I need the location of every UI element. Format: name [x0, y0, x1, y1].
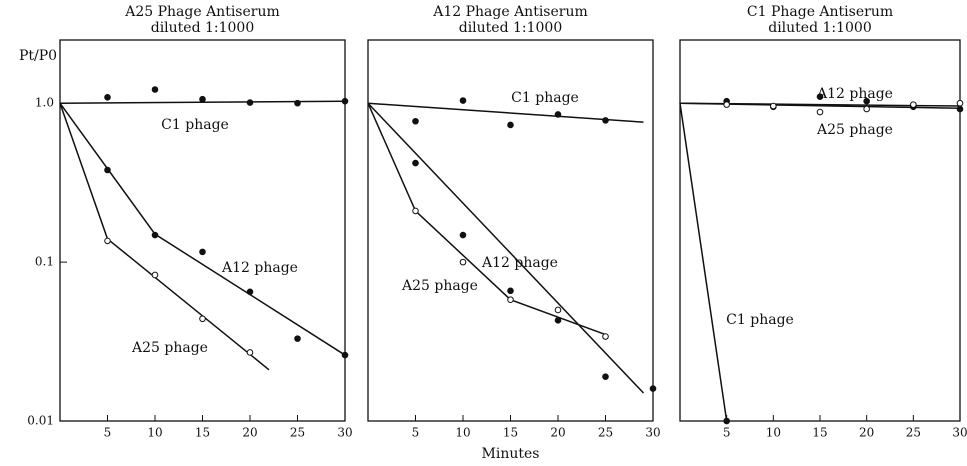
- panel-title: A25 Phage Antiserum: [124, 4, 280, 20]
- x-axis-label: Minutes: [482, 446, 540, 462]
- data-point: [507, 121, 514, 129]
- data-point: [816, 93, 824, 100]
- x-tick-label: 25: [598, 426, 613, 440]
- data-point: [910, 101, 917, 108]
- data-point: [151, 86, 159, 93]
- panel-subtitle: diluted 1:1000: [768, 20, 872, 36]
- data-point: [412, 117, 419, 125]
- data-point: [956, 99, 964, 107]
- x-tick-label: 30: [952, 426, 967, 440]
- data-point: [294, 335, 301, 342]
- data-point: [723, 101, 730, 108]
- fit-line: [367, 102, 645, 394]
- y-tick-label: 1.0: [35, 96, 54, 110]
- series-label: A12 phage: [816, 86, 893, 102]
- data-point: [199, 315, 206, 323]
- fit-line: [59, 102, 270, 371]
- data-point: [341, 97, 349, 105]
- data-point: [459, 258, 467, 266]
- x-tick-label: 25: [906, 426, 921, 440]
- data-point: [770, 102, 777, 110]
- y-axis-label: Pt/P0: [19, 48, 57, 64]
- x-tick-label: 20: [550, 426, 565, 440]
- data-point: [863, 105, 870, 113]
- data-point: [199, 95, 206, 103]
- data-point: [341, 351, 349, 359]
- x-tick-label: 25: [290, 426, 305, 440]
- data-point: [246, 349, 254, 356]
- fit-line: [679, 103, 728, 422]
- data-point: [459, 231, 467, 239]
- data-point: [246, 99, 254, 106]
- series-label: A12 phage: [481, 255, 558, 271]
- data-point: [412, 207, 419, 215]
- data-point: [151, 231, 159, 239]
- x-tick-label: 5: [104, 426, 112, 440]
- data-point: [294, 99, 301, 107]
- series-label: A25 phage: [131, 340, 208, 356]
- series-label: A25 phage: [401, 278, 478, 294]
- series-label: A25 phage: [816, 122, 893, 138]
- x-tick-label: 10: [766, 426, 781, 440]
- x-tick-label: 10: [147, 426, 162, 440]
- data-point: [459, 97, 467, 104]
- y-tick-label: 0.01: [27, 414, 54, 428]
- data-point: [602, 117, 609, 124]
- data-point: [104, 93, 111, 101]
- data-point: [723, 417, 730, 425]
- data-point: [554, 111, 562, 118]
- data-point: [816, 108, 824, 116]
- data-point: [104, 237, 111, 245]
- panel-title: A12 Phage Antiserum: [432, 4, 588, 20]
- series-label: A12 phage: [221, 260, 298, 276]
- x-tick-label: 15: [195, 426, 210, 440]
- series-label: C1 phage: [511, 90, 579, 106]
- x-tick-label: 15: [503, 426, 518, 440]
- data-point: [199, 248, 206, 256]
- data-point: [863, 97, 870, 105]
- data-point: [104, 166, 111, 174]
- data-point: [412, 159, 419, 167]
- x-tick-label: 20: [242, 426, 257, 440]
- fit-line: [367, 102, 644, 123]
- data-point: [554, 306, 562, 314]
- panel-subtitle: diluted 1:1000: [151, 20, 255, 36]
- data-point: [151, 271, 159, 279]
- data-point: [507, 296, 514, 304]
- x-tick-label: 10: [455, 426, 470, 440]
- data-point: [602, 373, 609, 381]
- y-tick-label: 0.1: [35, 255, 54, 269]
- series-label: C1 phage: [161, 117, 229, 133]
- data-point: [956, 105, 964, 113]
- x-tick-label: 15: [812, 426, 827, 440]
- series-label: C1 phage: [726, 312, 794, 328]
- x-tick-label: 30: [645, 426, 660, 440]
- fit-line: [367, 102, 606, 336]
- panel-subtitle: diluted 1:1000: [459, 20, 563, 36]
- data-point: [649, 385, 657, 392]
- data-point: [602, 333, 609, 340]
- x-tick-label: 20: [859, 426, 874, 440]
- x-tick-label: 5: [723, 426, 731, 440]
- data-point: [246, 288, 254, 296]
- data-point: [507, 287, 514, 295]
- x-tick-label: 30: [337, 426, 352, 440]
- panel-title: C1 Phage Antiserum: [747, 4, 893, 20]
- x-tick-label: 5: [412, 426, 420, 440]
